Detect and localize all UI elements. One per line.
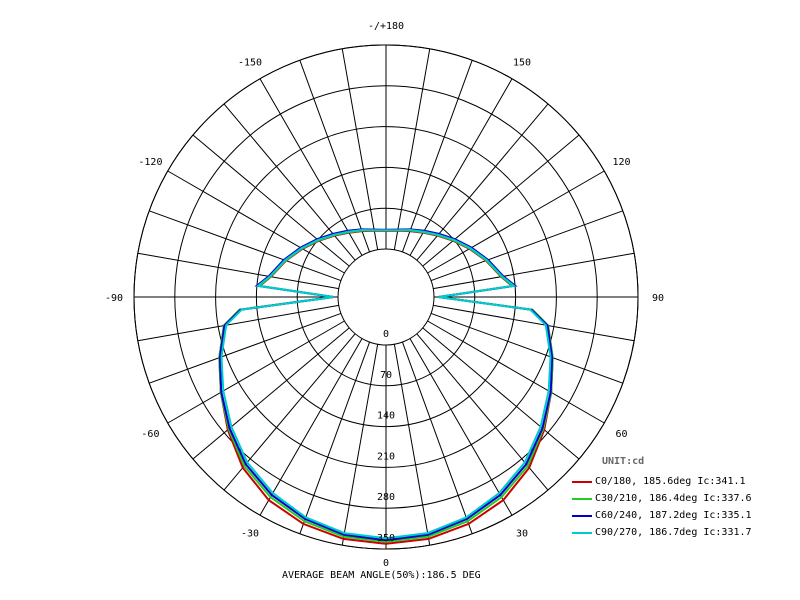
- angle-label: -150: [238, 57, 262, 68]
- grid-spoke: [433, 304, 635, 342]
- radial-tick-label: 350: [377, 533, 395, 544]
- legend-swatch: [572, 480, 592, 483]
- legend-swatch: [572, 531, 592, 534]
- legend-label: C90/270, 186.7deg Ic:331.7: [595, 527, 752, 538]
- legend-label: C60/240, 187.2deg Ic:335.1: [595, 510, 752, 521]
- angle-label: 30: [516, 529, 528, 540]
- legend-swatch: [572, 514, 592, 517]
- angle-label: 120: [613, 157, 631, 168]
- grid-spoke: [167, 170, 345, 274]
- grid-spoke: [430, 210, 623, 282]
- grid-spoke: [416, 103, 549, 261]
- angle-label: -60: [141, 429, 159, 440]
- polar-labels: 0 70 140 210 280 350 0 -/+180 -150 150 -120 120 -90 9…: [105, 21, 664, 569]
- legend-title: UNIT:cd: [602, 456, 645, 467]
- grid-spoke: [341, 48, 379, 250]
- grid-spoke: [137, 252, 339, 290]
- grid-spoke: [299, 341, 371, 534]
- grid-spoke: [409, 78, 513, 256]
- angle-label: 60: [616, 429, 628, 440]
- grid-spoke: [393, 344, 431, 546]
- grid-spoke: [192, 327, 350, 460]
- grid-spoke: [223, 103, 356, 261]
- radial-tick-label: 210: [377, 451, 395, 462]
- radial-tick-label: 0: [383, 329, 389, 340]
- grid-spoke: [433, 252, 635, 290]
- angle-label: -120: [138, 157, 162, 168]
- grid-spoke: [341, 344, 379, 546]
- grid-spoke: [259, 78, 363, 256]
- polar-curves: [218, 228, 554, 545]
- angle-label: -90: [105, 293, 123, 304]
- legend-item: C30/210, 186.4deg Ic:337.6: [572, 490, 752, 507]
- grid-spoke: [167, 320, 345, 424]
- angle-label: 90: [652, 293, 664, 304]
- grid-spoke: [401, 341, 473, 534]
- legend-item: C0/180, 185.6deg Ic:341.1: [572, 473, 752, 490]
- angle-label: -30: [241, 529, 259, 540]
- grid-spoke: [149, 312, 342, 384]
- series-curve: [220, 228, 552, 540]
- grid-spoke: [422, 134, 580, 267]
- grid-spoke: [422, 327, 580, 460]
- grid-spoke: [259, 338, 363, 516]
- grid-spoke: [137, 304, 339, 342]
- grid-spoke: [409, 338, 513, 516]
- legend: UNIT:cd C0/180, 185.6deg Ic:341.1 C30/21…: [572, 456, 752, 541]
- grid-spoke: [401, 60, 473, 253]
- legend-item: C60/240, 187.2deg Ic:335.1: [572, 507, 752, 524]
- radial-tick-label: 140: [377, 411, 395, 422]
- radial-tick-label: 70: [380, 370, 392, 381]
- legend-label: C30/210, 186.4deg Ic:337.6: [595, 493, 752, 504]
- legend-item: C90/270, 186.7deg Ic:331.7: [572, 524, 752, 541]
- grid-spoke: [427, 320, 605, 424]
- beam-angle-footer: AVERAGE BEAM ANGLE(50%):186.5 DEG: [282, 570, 481, 581]
- grid-spoke: [192, 134, 350, 267]
- grid-spoke: [393, 48, 431, 250]
- polar-grid: [133, 44, 639, 550]
- angle-label: 150: [513, 57, 531, 68]
- grid-spoke: [427, 170, 605, 274]
- angle-label: 0: [383, 558, 389, 569]
- legend-label: C0/180, 185.6deg Ic:341.1: [595, 476, 746, 487]
- grid-spoke: [149, 210, 342, 282]
- radial-tick-label: 280: [377, 492, 395, 503]
- angle-label: -/+180: [368, 21, 404, 32]
- grid-spoke: [299, 60, 371, 253]
- legend-swatch: [572, 497, 592, 500]
- grid-spoke: [430, 312, 623, 384]
